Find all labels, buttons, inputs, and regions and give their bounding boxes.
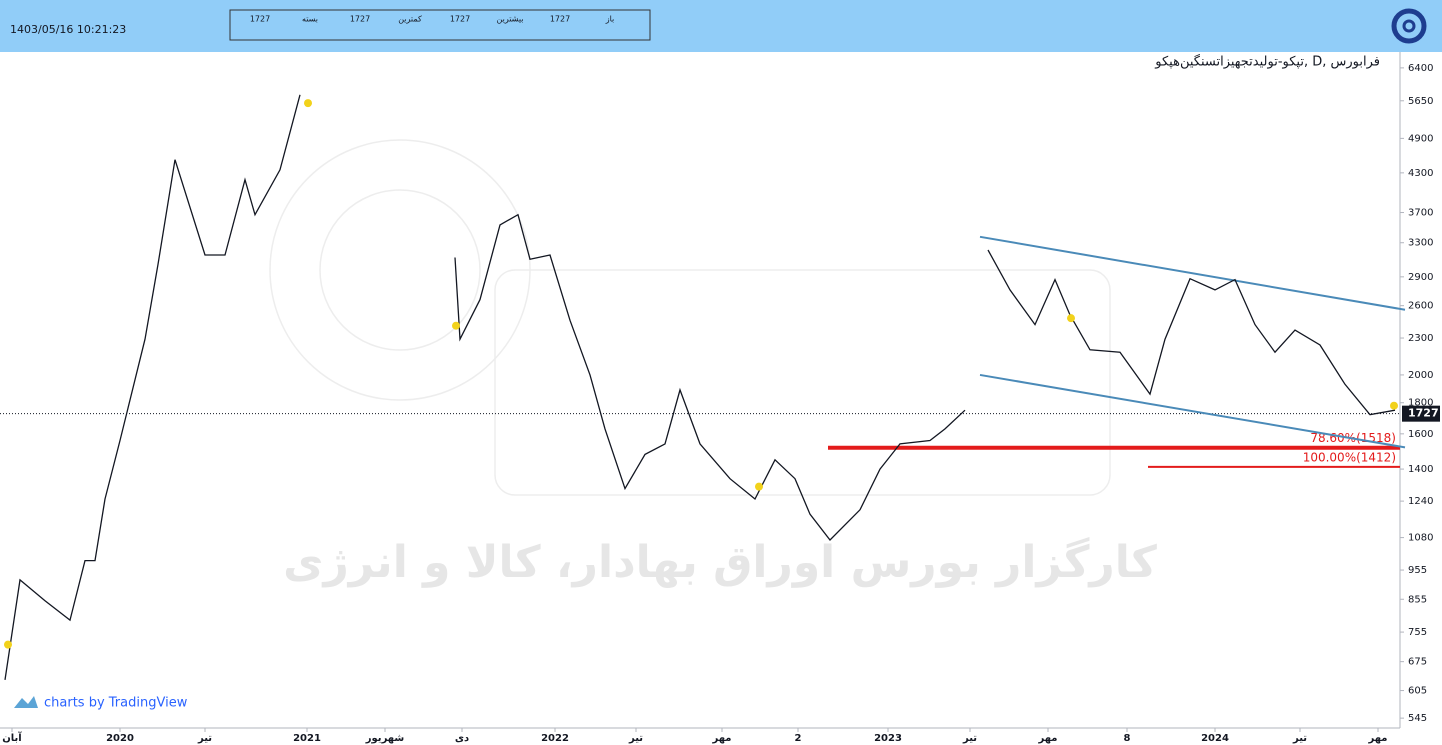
x-tick-label: تیر — [628, 733, 643, 744]
marker — [1067, 314, 1075, 323]
y-tick-label: 2000 — [1408, 370, 1433, 381]
y-tick-label: 675 — [1408, 657, 1427, 668]
x-tick-label: مهر — [1037, 733, 1057, 744]
x-tick-label: 2020 — [106, 733, 134, 744]
marker — [304, 99, 312, 108]
marker — [1390, 401, 1398, 410]
x-tick-label: دی — [455, 733, 469, 744]
logo — [1391, 8, 1427, 44]
y-tick-label: 605 — [1408, 686, 1427, 697]
x-tick-label: مهر — [711, 733, 731, 744]
y-tick-label: 1080 — [1408, 533, 1433, 544]
x-tick-label: 2023 — [874, 733, 902, 744]
watermark-logo — [269, 139, 1111, 496]
x-tick-label: شهریور — [365, 733, 405, 744]
info-item: باز — [605, 15, 615, 24]
y-tick-label: 1800 — [1408, 398, 1433, 409]
info-item: 1727 — [550, 15, 570, 24]
y-tick-label: 955 — [1408, 565, 1427, 576]
info-box — [229, 9, 651, 41]
credit: charts by TradingView — [44, 696, 188, 711]
info-item: بیشترین — [497, 15, 524, 24]
y-tick-label: 5650 — [1408, 96, 1433, 107]
x-tick-label: 2024 — [1201, 733, 1229, 744]
marker — [452, 321, 460, 330]
info-row: 1727 بسته 1727 کمترین 1727 بیشترین 1727 باز — [250, 15, 614, 24]
chart-title: تپکو-تولیدتجهیزاتسنگین‌هپکو, D, فرابورس — [1154, 54, 1380, 70]
y-tick-label: 3300 — [1408, 238, 1433, 249]
fib-label: 100.00%(1412) — [1303, 450, 1396, 464]
info-item: 1727 — [250, 15, 270, 24]
y-tick-label: 4900 — [1408, 133, 1433, 144]
trendline — [979, 373, 1406, 449]
y-tick-label: 2300 — [1408, 333, 1433, 344]
y-tick-label: 4300 — [1408, 168, 1433, 179]
y-tick-label: 1600 — [1408, 429, 1433, 440]
x-tick-label: 8 — [1124, 733, 1131, 744]
x-tick-label: تیر — [197, 733, 212, 744]
info-item: بسته — [302, 15, 318, 24]
y-tick-label: 755 — [1408, 627, 1427, 638]
info-item: کمترین — [398, 15, 422, 24]
x-tick-label: 2022 — [541, 733, 569, 744]
header-bar — [0, 0, 1442, 52]
watermark: کارگزار بورس اوراق بهادار، کالا و انرژی — [283, 536, 1157, 588]
datetime: 1403/05/16 10:21:23 — [10, 23, 126, 36]
logo-inner — [1402, 19, 1416, 33]
last-price-label: 1727 — [1408, 407, 1439, 420]
trendline — [979, 235, 1406, 311]
y-tick-label: 545 — [1408, 713, 1427, 724]
y-tick-label: 1240 — [1408, 496, 1433, 507]
marker — [755, 482, 763, 491]
y-tick-label: 1400 — [1408, 464, 1433, 475]
y-tick-label: 6400 — [1408, 63, 1433, 74]
marker — [4, 640, 12, 649]
x-tick-label: 2 — [795, 733, 802, 744]
credit-icon — [14, 696, 38, 708]
y-tick-label: 2900 — [1408, 272, 1433, 283]
x-tick-label: تیر — [1292, 733, 1307, 744]
x-tick-label: مهر — [1367, 733, 1387, 744]
y-tick-label: 3700 — [1408, 208, 1433, 219]
last-price-box — [1402, 405, 1440, 422]
x-tick-label: تیر — [962, 733, 977, 744]
y-tick-label: 2600 — [1408, 301, 1433, 312]
x-tick-label: 2021 — [293, 733, 321, 744]
x-tick-label: آبان — [2, 731, 22, 744]
info-item: 1727 — [350, 15, 370, 24]
price-line — [4, 94, 1396, 680]
info-item: 1727 — [450, 15, 470, 24]
y-tick-label: 855 — [1408, 594, 1427, 605]
